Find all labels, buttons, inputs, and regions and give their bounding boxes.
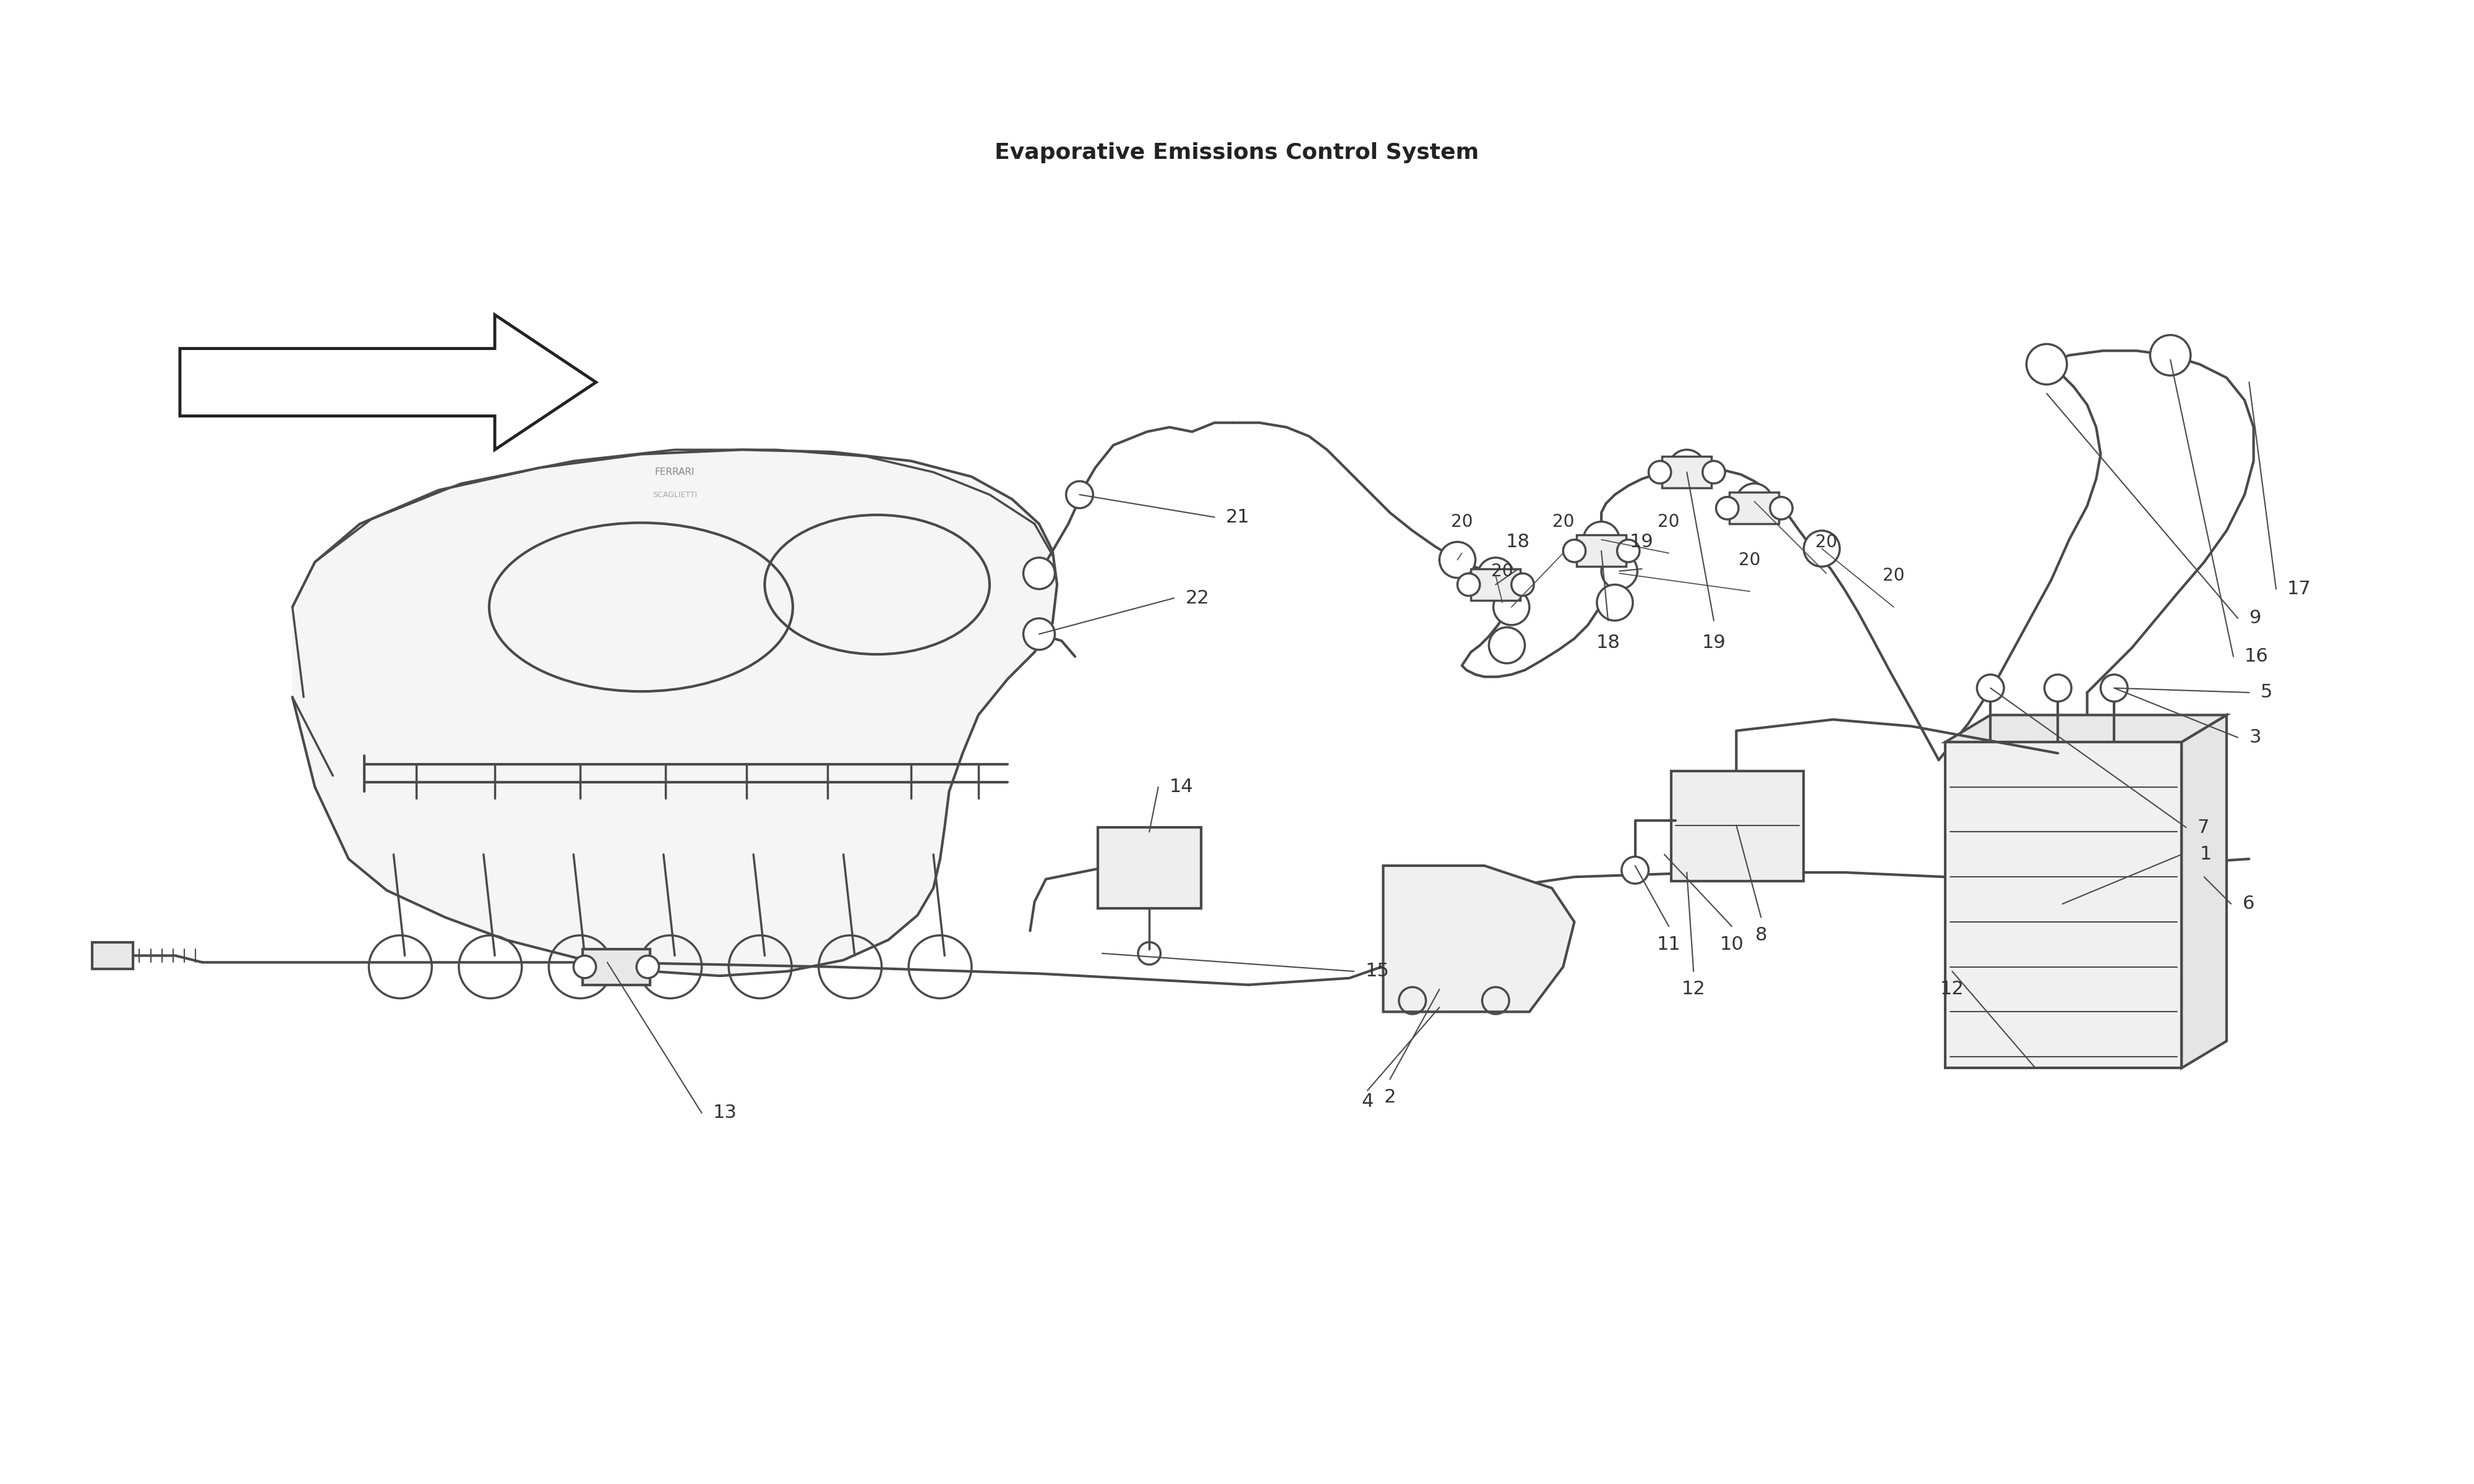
Text: 6: 6	[2241, 895, 2254, 913]
Polygon shape	[1945, 742, 2182, 1068]
Text: 3: 3	[2249, 729, 2261, 746]
Text: 1: 1	[2199, 846, 2212, 864]
Circle shape	[1440, 542, 1475, 577]
Text: 5: 5	[2261, 684, 2271, 702]
Text: 17: 17	[2288, 580, 2311, 598]
Text: 10: 10	[1719, 935, 1744, 953]
Text: FERRARI: FERRARI	[656, 467, 695, 476]
Text: 20: 20	[1816, 534, 1838, 551]
Polygon shape	[292, 450, 1056, 976]
Circle shape	[1702, 462, 1724, 484]
Text: 18: 18	[1596, 634, 1620, 651]
Text: 20: 20	[1492, 562, 1514, 580]
Text: 2: 2	[1383, 1088, 1395, 1106]
Circle shape	[1620, 856, 1648, 883]
Circle shape	[1717, 497, 1739, 519]
Text: 20: 20	[1658, 513, 1680, 531]
Text: 11: 11	[1658, 935, 1680, 953]
Text: 20: 20	[1739, 552, 1761, 568]
Polygon shape	[1945, 715, 2227, 742]
Circle shape	[2026, 344, 2066, 384]
FancyBboxPatch shape	[1472, 568, 1522, 601]
Text: 4: 4	[1361, 1092, 1373, 1110]
Circle shape	[1024, 619, 1054, 650]
FancyBboxPatch shape	[1670, 772, 1804, 881]
Circle shape	[2044, 675, 2071, 702]
Circle shape	[1024, 558, 1054, 589]
Circle shape	[574, 956, 596, 978]
Circle shape	[1596, 585, 1633, 620]
Text: 9: 9	[2249, 610, 2261, 628]
FancyBboxPatch shape	[581, 948, 651, 985]
Circle shape	[636, 956, 658, 978]
Text: 15: 15	[1366, 963, 1390, 981]
Circle shape	[1494, 589, 1529, 625]
Text: 7: 7	[2197, 819, 2209, 837]
FancyBboxPatch shape	[1663, 457, 1712, 488]
Circle shape	[1670, 450, 1705, 485]
Circle shape	[1564, 540, 1586, 562]
Circle shape	[1583, 522, 1620, 558]
Text: 19: 19	[1630, 533, 1653, 551]
Text: 14: 14	[1170, 778, 1192, 795]
Text: 22: 22	[1185, 589, 1210, 607]
Text: 8: 8	[1754, 926, 1766, 944]
Polygon shape	[1383, 865, 1573, 1012]
Text: 20: 20	[1551, 513, 1573, 531]
Polygon shape	[2182, 715, 2227, 1068]
Text: 16: 16	[2244, 647, 2269, 665]
Circle shape	[1977, 675, 2004, 702]
Circle shape	[1066, 481, 1094, 508]
Circle shape	[2150, 335, 2189, 375]
Text: 13: 13	[713, 1104, 737, 1122]
Circle shape	[1737, 484, 1771, 519]
Text: 18: 18	[1507, 533, 1529, 551]
Circle shape	[1618, 540, 1640, 562]
FancyBboxPatch shape	[1098, 828, 1200, 908]
Text: 12: 12	[1682, 981, 1705, 999]
Text: 20: 20	[1883, 567, 1905, 585]
Circle shape	[1601, 554, 1638, 589]
Circle shape	[1648, 462, 1670, 484]
Text: 19: 19	[1702, 634, 1727, 651]
FancyBboxPatch shape	[92, 942, 134, 969]
Text: 20: 20	[1450, 513, 1472, 531]
Circle shape	[1512, 573, 1534, 597]
FancyBboxPatch shape	[1576, 536, 1625, 567]
Text: SCAGLIETTI: SCAGLIETTI	[653, 491, 698, 499]
Circle shape	[1457, 573, 1479, 597]
Text: 12: 12	[1940, 981, 1964, 999]
Circle shape	[1804, 531, 1841, 567]
Text: Evaporative Emissions Control System: Evaporative Emissions Control System	[995, 142, 1479, 163]
Circle shape	[1769, 497, 1794, 519]
FancyBboxPatch shape	[1729, 493, 1779, 524]
Text: 21: 21	[1225, 508, 1249, 527]
Circle shape	[1489, 628, 1524, 663]
Circle shape	[1477, 558, 1514, 594]
Circle shape	[2100, 675, 2128, 702]
